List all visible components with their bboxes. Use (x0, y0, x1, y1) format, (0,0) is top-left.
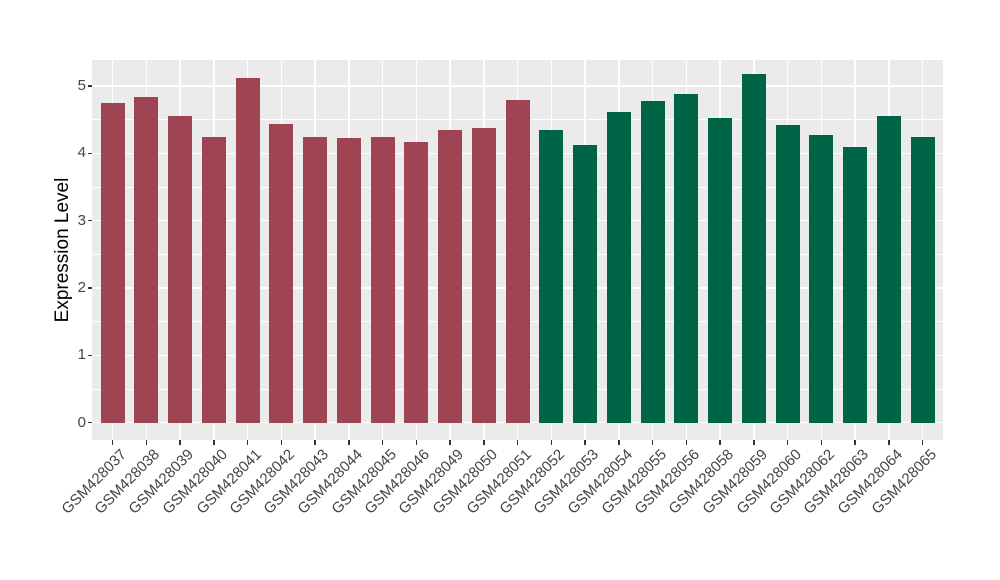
x-tick-mark (786, 440, 789, 445)
bar (404, 141, 429, 423)
y-tick-label: 5 (77, 77, 86, 94)
bar (640, 100, 665, 423)
x-tick-mark (516, 440, 519, 445)
bar (168, 116, 193, 423)
x-tick-mark (888, 440, 890, 445)
y-tick-label: 1 (77, 346, 86, 364)
bar (741, 73, 766, 423)
bar (134, 97, 159, 423)
x-tick-mark (483, 440, 485, 445)
bar (539, 130, 564, 423)
x-tick-mark (618, 440, 620, 445)
bar (201, 137, 226, 423)
x-tick-mark (348, 440, 350, 445)
x-tick-mark (584, 440, 586, 445)
x-tick-mark (314, 440, 316, 445)
h-gridline-major (92, 85, 943, 87)
bar (303, 137, 328, 423)
plot-panel (92, 60, 943, 440)
bar (708, 118, 733, 423)
y-tick-mark (87, 152, 92, 155)
bar (269, 123, 294, 423)
h-gridline-major (92, 421, 943, 424)
y-tick-mark (87, 85, 92, 87)
x-tick-mark (381, 440, 384, 445)
x-tick-mark (685, 440, 688, 445)
x-tick-mark (111, 440, 114, 445)
bar (775, 125, 800, 423)
bar (606, 112, 631, 423)
y-tick-mark (87, 219, 92, 222)
x-tick-mark (719, 440, 721, 445)
bar (876, 115, 901, 423)
y-tick-mark (87, 354, 92, 357)
y-tick-mark (87, 421, 92, 424)
x-tick-mark (213, 440, 215, 445)
x-tick-mark (280, 440, 283, 445)
x-tick-mark (921, 440, 924, 445)
x-tick-mark (246, 440, 249, 445)
x-tick-mark (753, 440, 755, 445)
y-tick-label: 4 (77, 144, 86, 162)
bar (370, 137, 395, 423)
y-axis-title: Expression Level (52, 177, 73, 323)
bar (235, 77, 260, 423)
x-tick-mark (651, 440, 654, 445)
y-tick-label: 2 (77, 279, 86, 297)
bar (843, 146, 868, 423)
bar (910, 136, 935, 423)
bar (100, 102, 125, 423)
x-tick-mark (449, 440, 451, 445)
y-tick-mark (87, 287, 92, 289)
bar (809, 135, 834, 423)
x-tick-mark (820, 440, 823, 445)
bar (471, 128, 496, 423)
bar (573, 145, 598, 423)
x-tick-mark (415, 440, 418, 445)
bar (438, 130, 463, 423)
bar (674, 94, 699, 423)
y-tick-label: 3 (77, 211, 86, 229)
x-tick-mark (854, 440, 856, 445)
y-tick-label: 0 (77, 413, 86, 431)
bar (336, 137, 361, 423)
x-tick-mark (550, 440, 553, 445)
x-tick-mark (145, 440, 147, 445)
x-tick-mark (179, 440, 181, 445)
bar (505, 100, 530, 423)
